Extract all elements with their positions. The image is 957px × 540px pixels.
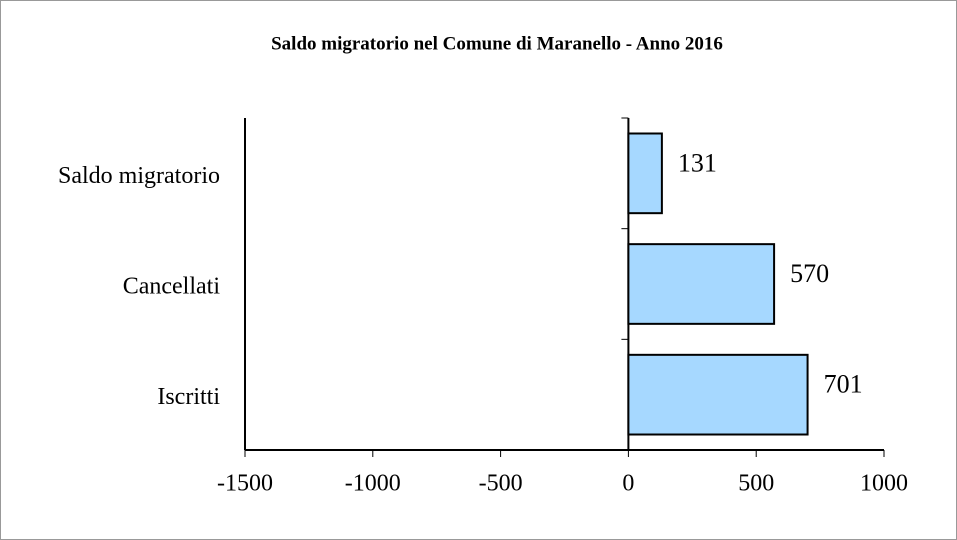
value-label: 570 (790, 259, 829, 288)
bar (627, 243, 776, 325)
x-tick-label: 1000 (860, 471, 908, 497)
value-label: 131 (678, 148, 717, 177)
bar (627, 132, 663, 215)
y-tick-label: Saldo migratorio (58, 163, 220, 189)
y-tick-label: Cancellati (123, 274, 221, 300)
x-tick-label: -1000 (345, 471, 401, 497)
bar (627, 353, 809, 436)
y-tick-label: Iscritti (157, 384, 220, 410)
x-tick-label: 0 (622, 471, 634, 497)
x-tick-label: -500 (479, 471, 523, 497)
chart-title: Saldo migratorio nel Comune di Maranello… (271, 33, 723, 54)
x-tick-label: -1500 (217, 471, 273, 497)
x-tick-label: 500 (738, 471, 774, 497)
value-label: 701 (824, 370, 863, 399)
